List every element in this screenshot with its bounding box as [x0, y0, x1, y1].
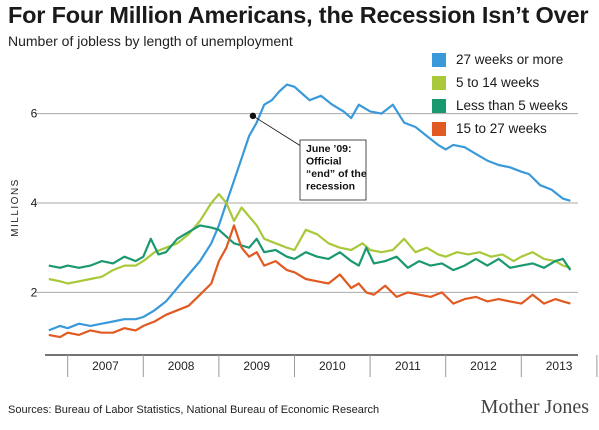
- annotation-leader: [252, 115, 305, 149]
- x-tick-label: 2007: [92, 359, 119, 373]
- chart-title: For Four Million Americans, the Recessio…: [8, 2, 589, 28]
- annotation-marker: [249, 112, 257, 120]
- series-line-1: [48, 193, 571, 285]
- chart-subtitle: Number of jobless by length of unemploym…: [8, 33, 293, 49]
- legend-item: 27 weeks or more: [432, 49, 592, 70]
- legend-label: 5 to 14 weeks: [456, 75, 540, 90]
- legend-item: Less than 5 weeks: [432, 95, 592, 116]
- annotation-text: “end” of the: [306, 168, 367, 180]
- grid-layer: [35, 113, 578, 293]
- x-tick-label: 2012: [470, 359, 497, 373]
- legend: 27 weeks or more 5 to 14 weeks Less than 5…: [432, 49, 592, 141]
- x-tick-label: 2011: [395, 359, 421, 373]
- source-note: Sources: Bureau of Labor Statistics, Nat…: [8, 404, 380, 416]
- y-axis-label: MILLIONS: [10, 178, 21, 237]
- annotation-text: recession: [306, 181, 355, 193]
- y-tick-label: 4: [31, 196, 38, 210]
- series-layer: [48, 83, 572, 339]
- legend-swatch: [432, 98, 446, 113]
- legend-swatch: [432, 52, 446, 67]
- legend-label: 27 weeks or more: [456, 52, 564, 67]
- brand-logo: Mother Jones: [480, 396, 589, 418]
- legend-swatch: [432, 75, 446, 90]
- y-tick-label: 2: [31, 285, 38, 299]
- legend-item: 15 to 27 weeks: [432, 118, 592, 139]
- series-line-0: [48, 83, 571, 332]
- annotation-text: Official: [306, 156, 342, 168]
- legend-label: Less than 5 weeks: [456, 98, 568, 113]
- legend-swatch: [432, 121, 446, 136]
- y-tick-label: 6: [31, 107, 38, 121]
- legend-label: 15 to 27 weeks: [456, 121, 547, 136]
- annotation-text: June ’09:: [306, 143, 352, 155]
- legend-item: 5 to 14 weeks: [432, 72, 592, 93]
- x-tick-label: 2013: [546, 359, 573, 373]
- series-line-3: [48, 224, 571, 339]
- x-tick-label: 2009: [243, 359, 270, 373]
- x-tick-label: 2008: [168, 359, 195, 373]
- axis-layer: 2 4 6 2007 2008 2009 2010 2011 2012 2013 MILLIONS: [10, 107, 598, 377]
- x-tick-label: 2010: [319, 359, 346, 373]
- annotation-box: [299, 139, 367, 201]
- series-line-2: [48, 224, 572, 272]
